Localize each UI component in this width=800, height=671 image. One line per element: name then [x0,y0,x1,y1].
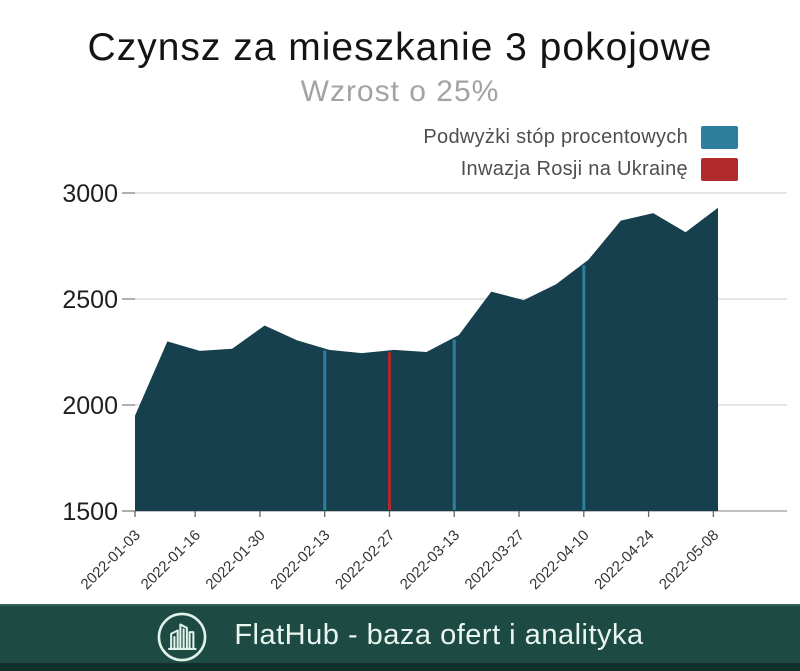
svg-text:2022-02-13: 2022-02-13 [267,527,333,593]
svg-text:2022-02-27: 2022-02-27 [332,527,398,593]
footer-brand-text: FlatHub - baza ofert i analityka [234,619,644,651]
svg-text:1500: 1500 [62,498,118,526]
svg-text:3000: 3000 [62,180,118,208]
svg-text:2022-04-10: 2022-04-10 [526,527,592,593]
teal-swatch-icon [701,126,738,149]
rent-area-chart: 15002000250030002022-01-032022-01-162022… [62,180,787,593]
legend-label: Inwazja Rosji na Ukrainę [460,158,688,180]
svg-text:2022-01-16: 2022-01-16 [138,527,204,593]
svg-text:2022-01-03: 2022-01-03 [78,527,144,593]
chart-legend: Podwyżki stóp procentowych Inwazja Rosji… [423,126,738,181]
svg-text:2022-03-27: 2022-03-27 [462,527,528,593]
legend-item-invasion: Inwazja Rosji na Ukrainę [423,158,738,181]
legend-item-rate-hikes: Podwyżki stóp procentowych [423,126,738,149]
svg-text:2022-03-13: 2022-03-13 [397,527,463,593]
red-swatch-icon [701,158,738,181]
svg-text:2022-01-30: 2022-01-30 [202,527,268,593]
svg-text:2000: 2000 [62,392,118,420]
legend-label: Podwyżki stóp procentowych [423,126,688,148]
svg-text:2500: 2500 [62,286,118,314]
flathub-logo-icon [157,612,207,661]
page-title: Czynsz za mieszkanie 3 pokojowe [87,26,713,69]
svg-text:2022-05-08: 2022-05-08 [656,527,722,593]
svg-text:2022-04-24: 2022-04-24 [591,527,657,593]
footer-bar: FlatHub - baza ofert i analityka [0,604,800,671]
chart-subtitle: Wzrost o 25% [300,75,500,108]
